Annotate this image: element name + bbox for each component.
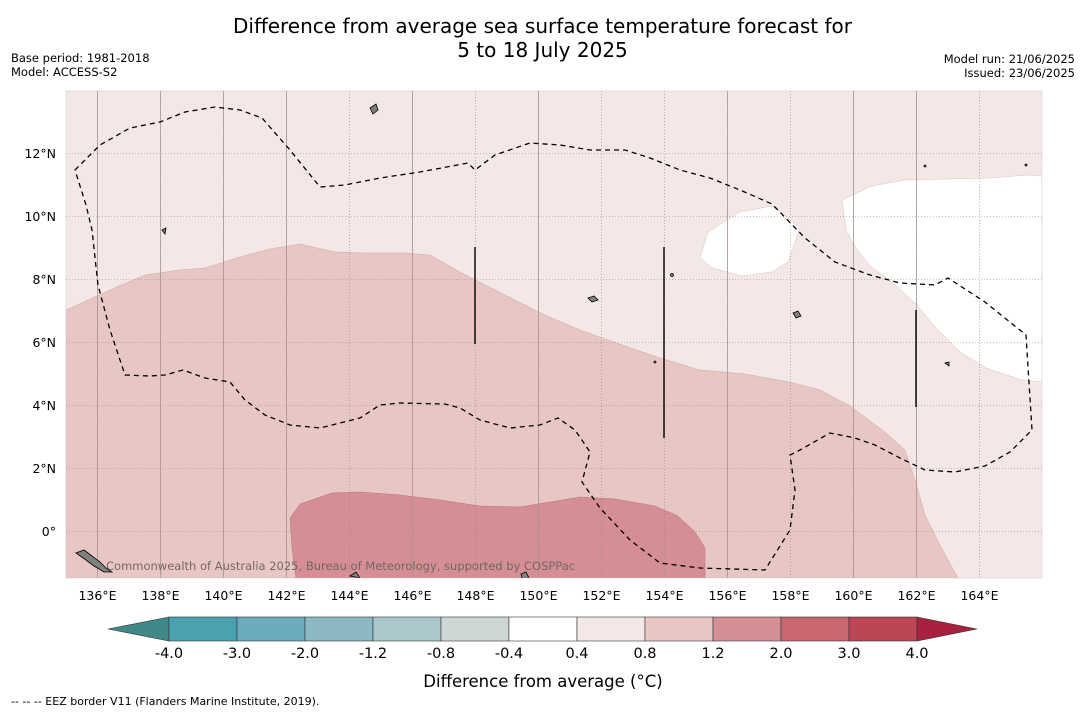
- island-west: [161, 227, 167, 235]
- parallels: [66, 153, 1042, 532]
- island-palau: [75, 549, 114, 573]
- colorbar-label: Difference from average (°C): [423, 672, 662, 691]
- latitude-label: 8°N: [32, 272, 56, 287]
- longitude-labels: 136°E 138°E 140°E 142°E 144°E 146°E 148°E 150°E…: [78, 588, 998, 603]
- colorbar-swatch: [168, 616, 238, 642]
- island-kosrae: [944, 361, 950, 367]
- colorbar: -4.0 -3.0 -2.0 -1.2 -0.8 -0.4 0.4 0.8 1.2 2.0 3.0 4…: [107, 616, 978, 662]
- colorbar-swatch: [576, 616, 646, 642]
- island-dot-4: [653, 360, 657, 364]
- colorbar-tick-label: -0.4: [495, 646, 523, 662]
- island-dot-2: [1024, 163, 1028, 167]
- latitude-label: 2°N: [32, 461, 56, 476]
- colorbar-tick-label: -3.0: [223, 646, 251, 662]
- watermark-text: Commonwealth of Australia 2025, Bureau o…: [106, 559, 575, 573]
- base-period: Base period: 1981-2018: [11, 51, 150, 65]
- island-dot-3: [923, 164, 927, 168]
- longitude-label: 140°E: [204, 588, 242, 603]
- longitude-label: 138°E: [141, 588, 179, 603]
- colorbar-swatch: [848, 616, 918, 642]
- colorbar-tick-label: 2.0: [769, 646, 792, 662]
- longitude-label: 158°E: [771, 588, 809, 603]
- longitude-label: 160°E: [834, 588, 872, 603]
- latitude-label: 0°: [42, 524, 56, 539]
- colorbar-tick-label: -1.2: [359, 646, 387, 662]
- colorbar-swatch: [780, 616, 850, 642]
- colorbar-swatch: [304, 616, 374, 642]
- colorbar-tick-label: 4.0: [905, 646, 928, 662]
- title-line-2: 5 to 18 July 2025: [457, 38, 628, 62]
- colorbar-tick-label: 1.2: [701, 646, 724, 662]
- longitude-label: 142°E: [267, 588, 305, 603]
- longitude-label: 146°E: [393, 588, 431, 603]
- longitude-label: 156°E: [708, 588, 746, 603]
- colorbar-tick-label: 0.4: [565, 646, 588, 662]
- colorbar-swatch: [440, 616, 510, 642]
- meta-left: Base period: 1981-2018 Model: ACCESS-S2: [11, 51, 150, 79]
- latitude-label: 10°N: [24, 209, 56, 224]
- colorbar-tick-label: 0.8: [633, 646, 656, 662]
- near-average-patch-east: [699, 205, 801, 277]
- colorbar-extend-high: [916, 616, 978, 642]
- longitude-label: 148°E: [456, 588, 494, 603]
- colorbar-swatch: [644, 616, 714, 642]
- longitude-label: 150°E: [519, 588, 557, 603]
- colorbar-swatch: [236, 616, 306, 642]
- eez-footnote: -- -- -- EEZ border V11 (Flanders Marine…: [11, 695, 320, 708]
- colorbar-tick-label: -4.0: [155, 646, 183, 662]
- model-name: Model: ACCESS-S2: [11, 65, 118, 79]
- title-line-1: Difference from average sea surface temp…: [232, 14, 852, 38]
- latitude-label: 12°N: [24, 146, 56, 161]
- colorbar-swatch: [508, 616, 578, 642]
- island-north: [369, 103, 379, 115]
- model-run: Model run: 21/06/2025: [943, 52, 1075, 66]
- plot-frame: [65, 90, 1043, 579]
- latitude-label: 6°N: [32, 335, 56, 350]
- near-average-patch-far-east: [841, 174, 1042, 383]
- longitude-label: 144°E: [330, 588, 368, 603]
- longitude-label: 152°E: [582, 588, 620, 603]
- longitude-label: 164°E: [960, 588, 998, 603]
- island-dot-1: [670, 273, 674, 277]
- meridian-solid-lines: [97, 91, 917, 578]
- map-title: Difference from average sea surface temp…: [0, 14, 1085, 62]
- island-south-2: [348, 571, 361, 578]
- issued-date: Issued: 23/06/2025: [964, 66, 1075, 80]
- island-pohnpei: [792, 310, 802, 319]
- boundary-segments: [474, 247, 917, 438]
- island-atoll: [587, 295, 599, 303]
- colorbar-swatch: [372, 616, 442, 642]
- anomaly-band-0.8-1.2: [66, 243, 959, 578]
- colorbar-swatch: [712, 616, 782, 642]
- longitude-label: 154°E: [645, 588, 683, 603]
- latitude-label: 4°N: [32, 398, 56, 413]
- colorbar-tick-label: -2.0: [291, 646, 319, 662]
- map-plot-area: Commonwealth of Australia 2025, Bureau o…: [66, 91, 1042, 578]
- colorbar-tick-label: 3.0: [837, 646, 860, 662]
- colorbar-tick-label: -0.8: [427, 646, 455, 662]
- islands: [75, 103, 1028, 578]
- colorbar-extend-low: [107, 616, 170, 642]
- latitude-labels: 12°N 10°N 8°N 6°N 4°N 2°N 0°: [24, 146, 56, 539]
- longitude-label: 136°E: [78, 588, 116, 603]
- longitude-label: 162°E: [897, 588, 935, 603]
- meta-right: Model run: 21/06/2025 Issued: 23/06/2025: [944, 52, 1075, 80]
- island-south: [520, 571, 530, 578]
